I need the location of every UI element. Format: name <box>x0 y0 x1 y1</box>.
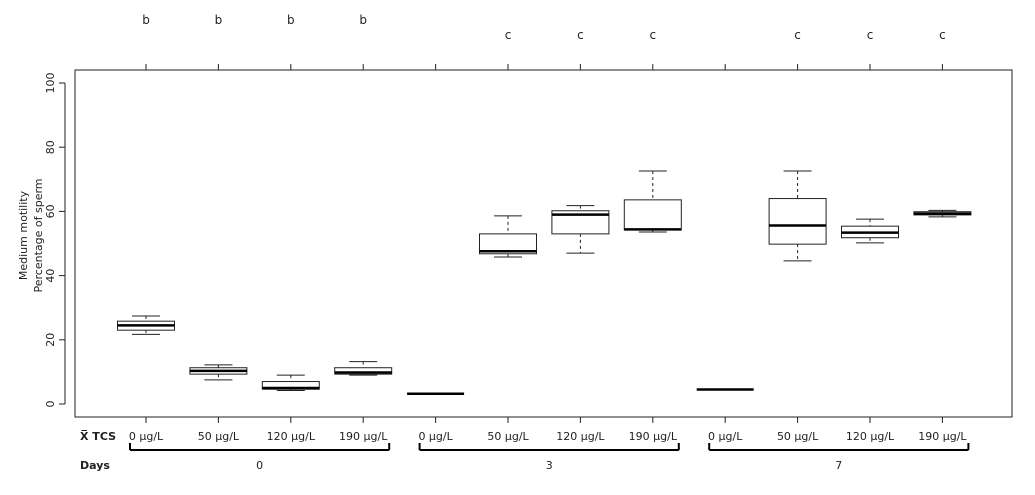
top-axis: b b b b c c c c c c <box>142 13 946 70</box>
significance-letter: c <box>939 28 946 42</box>
concentration-label: 120 µg/L <box>267 430 316 443</box>
significance-letter: c <box>505 28 512 42</box>
y-tick-label: 40 <box>44 269 57 283</box>
box-plot <box>334 361 393 376</box>
concentration-label: 190 µg/L <box>339 430 388 443</box>
box-plot <box>117 315 175 335</box>
concentration-label: 50 µg/L <box>487 430 529 443</box>
box-plot <box>261 374 320 392</box>
y-axis: 0 20 40 60 80 100 Medium motility Percentage of… <box>17 73 66 408</box>
box-plot <box>551 205 610 254</box>
y-axis-title-line1: Medium motility <box>17 190 30 280</box>
y-axis-title-line2: Percentage of sperm <box>32 178 45 292</box>
concentration-label: 120 µg/L <box>846 430 895 443</box>
day-label: 7 <box>835 459 842 472</box>
significance-letter: b <box>215 13 223 27</box>
iqr-box <box>768 198 827 245</box>
category-labels: 0 µg/L 50 µg/L 120 µg/L 190 µg/L 0 µg/L 50 µg… <box>80 417 970 472</box>
iqr-box <box>623 199 682 231</box>
iqr-box <box>479 233 537 255</box>
significance-letter: b <box>359 13 367 27</box>
significance-letter: c <box>577 28 584 42</box>
y-tick-label: 0 <box>44 401 57 408</box>
significance-letter: c <box>794 28 801 42</box>
significance-letter: b <box>287 13 295 27</box>
significance-letter: c <box>649 28 656 42</box>
tcs-row-label: X̅ TCS <box>80 430 116 443</box>
box-series <box>117 170 972 395</box>
box-plot <box>623 170 682 233</box>
concentration-label: 0 µg/L <box>418 430 453 443</box>
concentration-label: 120 µg/L <box>556 430 605 443</box>
significance-letter: c <box>867 28 874 42</box>
day-label: 0 <box>256 459 263 472</box>
box-plot <box>913 209 972 218</box>
iqr-box <box>551 210 610 235</box>
box-plot <box>189 364 248 381</box>
concentration-label: 190 µg/L <box>918 430 967 443</box>
concentration-label: 0 µg/L <box>129 430 164 443</box>
concentration-label: 190 µg/L <box>629 430 678 443</box>
plot-frame <box>74 69 1013 418</box>
y-tick-label: 60 <box>44 204 57 218</box>
y-tick-label: 20 <box>44 333 57 347</box>
day-bracket: 0 <box>129 443 391 472</box>
day-bracket: 7 <box>708 443 970 472</box>
concentration-label: 50 µg/L <box>777 430 819 443</box>
concentration-label: 50 µg/L <box>198 430 240 443</box>
day-bracket: 3 <box>418 443 680 472</box>
y-tick-label: 100 <box>44 73 57 94</box>
significance-letter: b <box>142 13 150 27</box>
day-label: 3 <box>546 459 553 472</box>
y-tick-label: 80 <box>44 140 57 154</box>
concentration-label: 0 µg/L <box>708 430 743 443</box>
box-plot <box>841 218 899 244</box>
days-row-label: Days <box>80 459 110 472</box>
iqr-box <box>334 367 393 375</box>
iqr-box <box>261 381 320 390</box>
box-plot <box>768 170 827 262</box>
box-plot <box>479 215 537 258</box>
